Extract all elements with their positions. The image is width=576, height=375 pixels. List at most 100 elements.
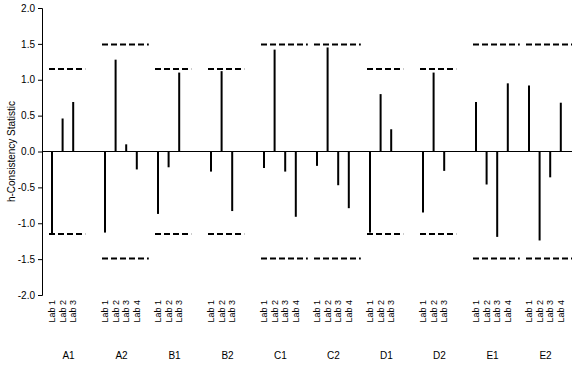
lab-label: Lab 3 — [121, 300, 131, 323]
bar — [390, 129, 392, 151]
y-tick-mark — [38, 259, 42, 260]
bar — [295, 152, 297, 217]
lab-label: Lab 3 — [545, 300, 555, 323]
critical-line — [473, 44, 520, 46]
y-tick-label: 0.0 — [21, 146, 35, 157]
bar — [157, 152, 159, 214]
lab-label: Lab 1 — [312, 300, 322, 323]
y-tick: 0.0 — [21, 146, 42, 157]
y-tick-mark — [38, 116, 42, 117]
chart: -2.0-1.5-1.0-0.50.00.51.01.52.0Lab 1Lab … — [0, 0, 576, 375]
lab-label: Lab 2 — [323, 300, 333, 323]
critical-line — [208, 233, 244, 235]
bar — [507, 83, 509, 151]
y-tick-mark — [38, 80, 42, 81]
lab-label: Lab 2 — [111, 300, 121, 323]
y-tick-label: -1.5 — [18, 254, 36, 265]
lab-label: Lab 2 — [58, 300, 68, 323]
critical-line — [102, 257, 149, 259]
bar — [443, 152, 445, 171]
group-label: D2 — [433, 350, 446, 361]
y-tick-mark — [38, 187, 42, 188]
lab-label: Lab 1 — [153, 300, 163, 323]
x-axis-line — [42, 151, 572, 152]
bar — [327, 47, 329, 151]
bar — [284, 152, 286, 172]
critical-line — [526, 257, 572, 259]
lab-label: Lab 1 — [471, 300, 481, 323]
lab-label: Lab 3 — [280, 300, 290, 323]
bar — [178, 73, 180, 152]
bar — [337, 152, 339, 186]
lab-label: Lab 3 — [174, 300, 184, 323]
lab-label: Lab 4 — [291, 300, 301, 323]
y-axis-title: h-Consistency Statistic — [6, 101, 17, 202]
y-tick-label: 1.0 — [21, 74, 35, 85]
bar — [549, 152, 551, 178]
lab-label: Lab 2 — [270, 300, 280, 323]
bar — [136, 152, 138, 170]
marks — [49, 45, 572, 259]
critical-line — [420, 68, 456, 70]
bar — [263, 152, 265, 169]
y-tick-mark — [38, 152, 42, 153]
critical-line — [473, 257, 520, 259]
lab-label: Lab 3 — [68, 300, 78, 323]
lab-label: Lab 2 — [482, 300, 492, 323]
critical-line — [367, 233, 403, 235]
lab-label: Lab 1 — [100, 300, 110, 323]
critical-line — [261, 257, 308, 259]
lab-label: Lab 2 — [164, 300, 174, 323]
y-tick: -1.5 — [18, 254, 42, 265]
bar — [486, 152, 488, 185]
bar — [210, 152, 212, 172]
y-axis-line — [38, 9, 43, 296]
group-label: A2 — [115, 350, 128, 361]
critical-line — [208, 68, 244, 70]
y-tick-mark — [38, 8, 42, 9]
lab-label: Lab 1 — [259, 300, 269, 323]
y-tick-label: 1.5 — [21, 39, 35, 50]
y-tick: 2.0 — [21, 3, 42, 14]
bar — [115, 60, 117, 152]
critical-line — [314, 257, 361, 259]
y-tick: -0.5 — [18, 182, 42, 193]
y-tick-mark — [38, 223, 42, 224]
bar — [316, 152, 318, 166]
bar — [221, 71, 223, 151]
group-label: B1 — [168, 350, 181, 361]
x-labels: Lab 1Lab 2Lab 3A1Lab 1Lab 2Lab 3Lab 4A2L… — [47, 300, 566, 361]
bar — [62, 118, 64, 151]
bar — [539, 152, 541, 241]
critical-line — [367, 68, 403, 70]
y-tick: 1.0 — [21, 74, 42, 85]
lab-label: Lab 4 — [503, 300, 513, 323]
group-label: D1 — [380, 350, 393, 361]
y-tick-label: -2.0 — [18, 290, 36, 301]
lab-label: Lab 2 — [429, 300, 439, 323]
bar — [51, 152, 53, 235]
group-label: E1 — [486, 350, 499, 361]
bar — [560, 103, 562, 152]
bar — [72, 102, 74, 152]
y-tick: 0.5 — [21, 110, 42, 121]
y-tick-label: -0.5 — [18, 182, 36, 193]
lab-label: Lab 3 — [439, 300, 449, 323]
lab-label: Lab 1 — [418, 300, 428, 323]
lab-label: Lab 1 — [47, 300, 57, 323]
bar — [104, 152, 106, 233]
y-tick-label: 2.0 — [21, 3, 35, 14]
group-label: E2 — [539, 350, 552, 361]
critical-line — [526, 44, 572, 46]
y-tick: -1.0 — [18, 218, 42, 229]
critical-line — [314, 44, 361, 46]
lab-label: Lab 4 — [556, 300, 566, 323]
lab-label: Lab 3 — [492, 300, 502, 323]
bar — [168, 152, 170, 168]
bar — [348, 152, 350, 209]
y-tick-label: -1.0 — [18, 218, 36, 229]
bar — [422, 152, 424, 213]
lab-label: Lab 2 — [217, 300, 227, 323]
lab-label: Lab 4 — [132, 300, 142, 323]
lab-label: Lab 3 — [333, 300, 343, 323]
